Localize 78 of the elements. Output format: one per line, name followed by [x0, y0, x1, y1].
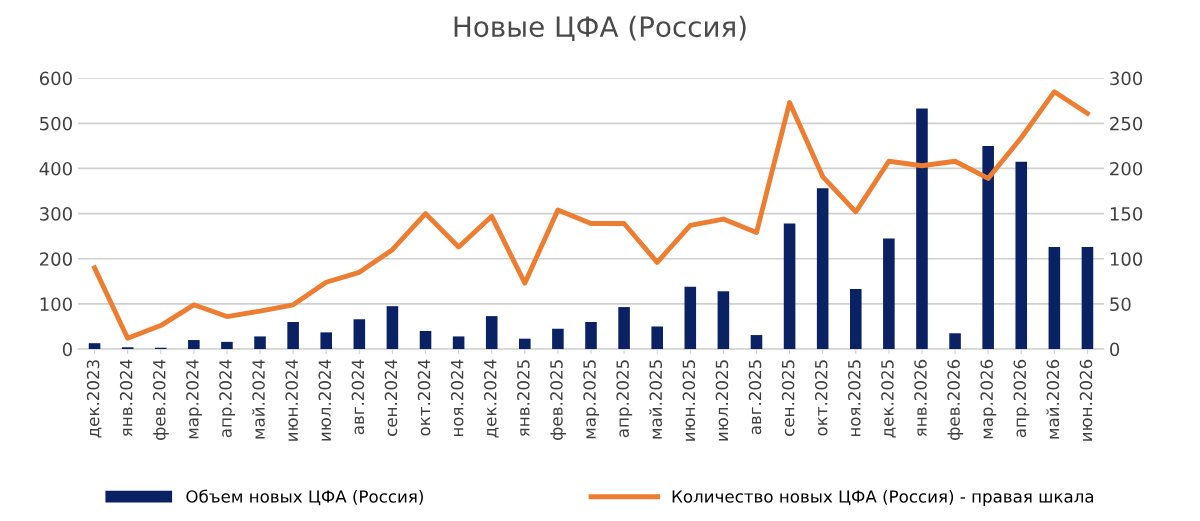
y-tick-label: 500: [40, 116, 72, 131]
line-series: [92, 89, 1090, 341]
x-tick-label: ноя.2025: [848, 360, 861, 437]
bar: [618, 307, 630, 350]
y2-tick-label: 250: [1110, 116, 1143, 131]
x-tick-label: фев.2024: [152, 359, 169, 440]
bar: [651, 326, 663, 350]
x-tick-label: дек.2025: [881, 360, 896, 438]
legend-label: Количество новых ЦФА (Россия) - правая шкала: [672, 489, 1094, 506]
bar: [552, 328, 564, 350]
y-tick-label: 300: [40, 207, 72, 221]
bar: [883, 238, 895, 350]
y-tick-label: 100: [40, 297, 72, 312]
bar: [717, 291, 730, 350]
y2-tick-label: 200: [1110, 161, 1143, 176]
bar: [816, 188, 829, 350]
bar: [88, 343, 101, 350]
y-tick-label: 200: [40, 252, 72, 266]
x-tick-label: янв.2024: [119, 359, 133, 437]
x-tick-label: июн.2026: [1079, 359, 1093, 441]
bar: [916, 108, 928, 350]
x-tick-label: апр.2025: [616, 360, 633, 438]
bar: [221, 341, 233, 350]
bar: [1048, 247, 1061, 350]
x-tick-label: сен.2025: [781, 360, 795, 436]
x-tick-label: окт.2025: [814, 360, 828, 436]
y2-tick-label: 0: [1110, 342, 1120, 357]
y-tick-label: 0: [62, 342, 72, 357]
chart-title: Новые ЦФА (Россия): [454, 15, 746, 42]
bar: [320, 332, 333, 350]
bar: [949, 333, 961, 350]
bar: [849, 289, 862, 350]
x-tick-label: апр.2024: [219, 359, 235, 438]
bar: [750, 335, 763, 350]
bar: [386, 306, 399, 350]
bar: [287, 321, 299, 350]
bar: [188, 340, 200, 350]
bar: [1015, 161, 1028, 350]
bar: [353, 319, 366, 350]
x-tick-label: авг.2024: [351, 359, 365, 435]
bar: [519, 338, 531, 350]
x-tick-label: июл.2025: [715, 360, 729, 441]
legend-label: Объем новых ЦФА (Россия): [186, 489, 423, 506]
x-tick-label: июл.2024: [318, 359, 332, 441]
bar: [684, 286, 697, 350]
x-tick-label: май.2025: [649, 360, 663, 439]
x-tick-label: окт.2024: [417, 359, 431, 436]
x-tick-label: фев.2026: [947, 359, 964, 440]
x-tick-label: дек.2024: [483, 359, 499, 438]
x-tick-label: июн.2025: [682, 360, 696, 441]
x-tick-label: июн.2024: [285, 359, 298, 441]
x-tick-label: сен.2024: [384, 359, 398, 436]
y2-tick-label: 100: [1110, 252, 1143, 266]
x-tick-label: май.2026: [1046, 359, 1060, 439]
bar: [419, 331, 432, 350]
y2-tick-label: 150: [1110, 207, 1143, 221]
y2-tick-label: 50: [1110, 297, 1131, 312]
x-tick-label: дек.2023: [86, 360, 102, 438]
bar: [254, 336, 266, 350]
bar: [452, 336, 465, 350]
x-tick-label: мар.2026: [980, 359, 997, 439]
x-tick-label: янв.2025: [517, 360, 530, 437]
bar: [485, 316, 498, 350]
bar: [585, 321, 597, 350]
x-tick-label: янв.2026: [914, 359, 927, 437]
bar: [982, 145, 994, 350]
x-tick-label: мар.2025: [583, 360, 600, 439]
y-tick-label: 600: [39, 71, 72, 86]
x-tick-label: авг.2025: [748, 360, 762, 435]
x-tick-label: апр.2026: [1013, 359, 1030, 438]
y-tick-label: 400: [39, 161, 72, 176]
bar: [1081, 247, 1094, 350]
x-tick-label: май.2024: [252, 359, 265, 439]
y2-tick-label: 300: [1110, 71, 1143, 86]
bar: [783, 223, 796, 350]
x-tick-label: мар.2024: [186, 359, 202, 439]
x-tick-label: фев.2025: [550, 360, 566, 440]
x-tick-label: ноя.2024: [450, 359, 464, 437]
